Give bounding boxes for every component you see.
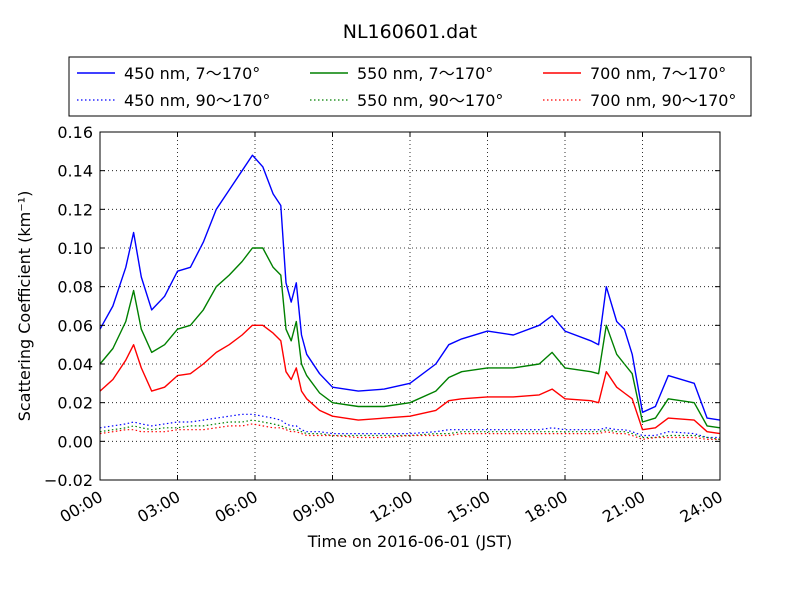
y-tick-label: 0.04 [57,355,93,374]
grid-lines [100,132,720,480]
legend-label-3: 550 nm, 90～170° [357,91,503,110]
legend: 450 nm, 7～170° 550 nm, 7～170° 700 nm, 7～17… [68,56,752,117]
legend-label-0: 450 nm, 7～170° [124,64,260,83]
series-line-0 [99,154,721,421]
y-axis-label: Scattering Coefficient (km⁻¹) [15,191,34,422]
legend-label-2: 550 nm, 7～170° [357,64,493,83]
y-tick-label: 0.14 [57,162,93,181]
x-axis-label: Time on 2016-06-01 (JST) [307,532,512,551]
y-tick-label: 0.02 [57,394,93,413]
y-tick-label: 0.12 [57,200,93,219]
y-tick-label: 0.00 [57,432,93,451]
y-tick-label: 0.10 [57,239,93,258]
y-tick-label: −0.02 [44,471,93,490]
series-line-4 [99,324,721,435]
y-tick-label: 0.06 [57,316,93,335]
legend-box [68,56,752,117]
legend-label-5: 700 nm, 90～170° [590,91,736,110]
chart-title: NL160601.dat [343,21,478,43]
series-layer [99,154,721,440]
series-line-3 [99,419,721,440]
y-tick-label: 0.16 [57,123,93,142]
y-tick-label: 0.08 [57,278,93,297]
legend-label-1: 450 nm, 90～170° [124,91,270,110]
series-line-2 [99,247,721,429]
legend-label-4: 700 nm, 7～170° [590,64,726,83]
